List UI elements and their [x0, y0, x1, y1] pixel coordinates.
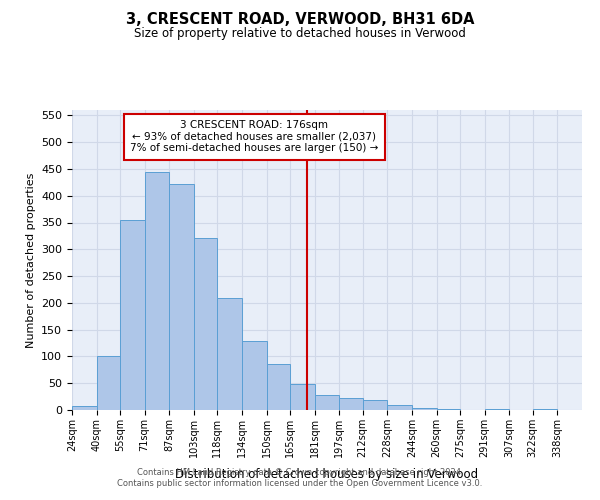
Bar — [485, 409, 509, 410]
Bar — [437, 409, 460, 410]
Bar — [267, 364, 290, 410]
Text: Size of property relative to detached houses in Verwood: Size of property relative to detached ho… — [134, 28, 466, 40]
Text: 3 CRESCENT ROAD: 176sqm
← 93% of detached houses are smaller (2,037)
7% of semi-: 3 CRESCENT ROAD: 176sqm ← 93% of detache… — [130, 120, 379, 154]
Text: 3, CRESCENT ROAD, VERWOOD, BH31 6DA: 3, CRESCENT ROAD, VERWOOD, BH31 6DA — [126, 12, 474, 28]
Bar — [387, 404, 412, 410]
Bar — [72, 406, 97, 410]
Bar — [120, 220, 145, 410]
Bar — [340, 398, 362, 410]
Bar — [145, 172, 169, 410]
Bar — [169, 184, 194, 410]
Bar — [362, 400, 387, 410]
X-axis label: Distribution of detached houses by size in Verwood: Distribution of detached houses by size … — [175, 468, 479, 481]
Text: Contains HM Land Registry data © Crown copyright and database right 2024.
Contai: Contains HM Land Registry data © Crown c… — [118, 468, 482, 487]
Bar — [194, 238, 217, 410]
Bar — [217, 298, 242, 410]
Bar — [314, 395, 340, 410]
Bar — [242, 342, 267, 410]
Y-axis label: Number of detached properties: Number of detached properties — [26, 172, 35, 348]
Bar — [412, 408, 437, 410]
Bar — [97, 356, 120, 410]
Bar — [290, 384, 314, 410]
